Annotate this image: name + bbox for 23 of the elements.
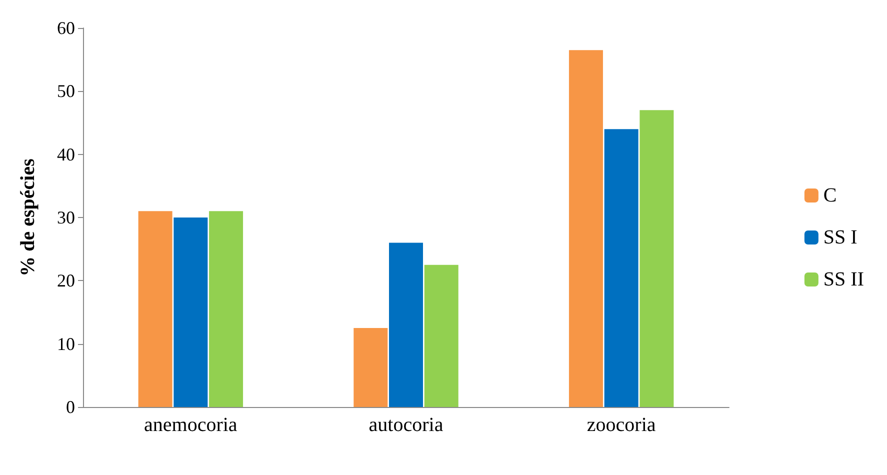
bar: [138, 211, 172, 407]
y-tick-label: 30: [57, 208, 75, 228]
bar: [424, 264, 458, 407]
bar: [209, 211, 244, 407]
bar: [174, 218, 208, 407]
bar: [568, 50, 603, 407]
y-tick-label: 60: [57, 18, 75, 38]
y-tick-label: 40: [57, 144, 75, 164]
x-tick-label: zoocoria: [586, 414, 656, 436]
legend-label: SS I: [823, 226, 858, 248]
legend-label: SS II: [823, 268, 864, 290]
bar: [604, 129, 638, 407]
bar: [640, 110, 674, 407]
y-tick-label: 20: [57, 270, 75, 291]
bar: [389, 242, 423, 407]
y-tick-label: 10: [57, 334, 75, 354]
y-tick-label: 0: [66, 397, 75, 417]
bar: [354, 328, 388, 407]
y-tick-label: 50: [57, 81, 75, 102]
x-tick-label: autocoria: [368, 414, 444, 436]
y-axis-title: % de espécies: [17, 158, 39, 276]
x-tick-label: anemocoria: [144, 414, 238, 436]
legend-label: C: [823, 184, 837, 206]
